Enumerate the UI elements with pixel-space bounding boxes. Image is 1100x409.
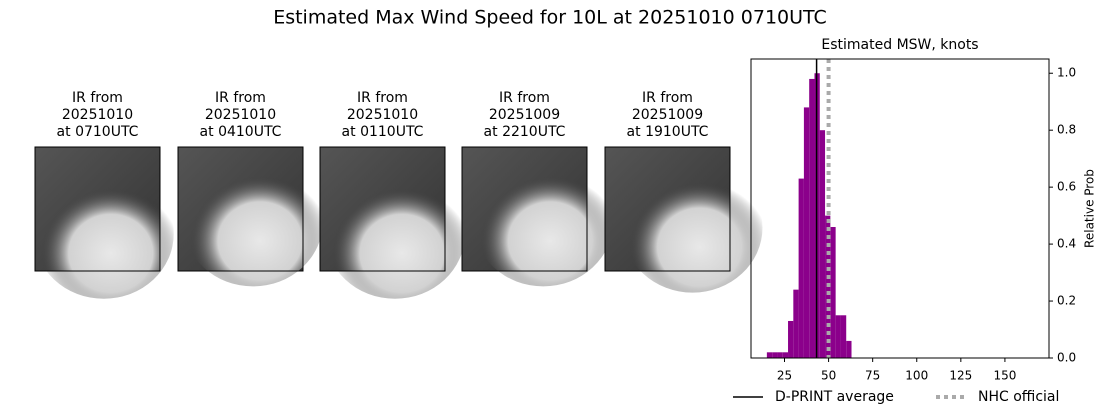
image-caption: IR from [357,90,408,106]
image-caption: at 1910UTC [627,124,709,140]
y-axis-label: Relative Prob [1083,169,1097,248]
legend-label: NHC official [978,389,1059,405]
ir-image [604,146,763,293]
histogram-bar [777,352,783,358]
x-tick-label: 100 [905,369,928,383]
image-caption: at 0710UTC [57,124,139,140]
ir-image [177,146,323,287]
x-tick-label: 25 [777,369,792,383]
image-caption: at 0110UTC [342,124,424,140]
legend-label: D-PRINT average [775,389,894,405]
histogram-bar [846,340,852,358]
image-caption: IR from [642,90,693,106]
histogram-bar [809,78,815,358]
image-caption: at 0410UTC [200,124,282,140]
x-tick-label: 125 [949,369,972,383]
cloud-mass [183,156,323,287]
chart-title: Estimated MSW, knots [821,37,978,53]
y-tick-label: 1.0 [1057,66,1076,80]
x-tick-label: 50 [821,369,836,383]
image-caption: IR from [499,90,550,106]
y-tick-label: 0.4 [1057,237,1076,251]
figure-title: Estimated Max Wind Speed for 10L at 2025… [273,7,827,29]
histogram-bar [830,227,836,358]
histogram-bar [840,315,847,358]
ir-image [319,146,465,299]
histogram-bar [766,352,773,358]
plot-frame [750,58,1050,359]
image-frame [177,146,304,272]
histogram-bar [798,178,804,358]
y-tick-label: 0.6 [1057,180,1076,194]
y-tick-label: 0.8 [1057,123,1076,137]
y-tick-label: 0.2 [1057,294,1076,308]
y-tick-label: 0.0 [1057,351,1076,365]
image-caption: 20251010 [347,107,418,123]
histogram-bar [782,352,789,358]
image-caption: IR from [215,90,266,106]
cloud-mass [622,162,763,293]
histogram-bar [788,320,794,358]
image-caption: 20251009 [632,107,703,123]
image-frame [319,146,446,272]
histogram-bar [803,107,810,359]
image-caption: 20251009 [489,107,560,123]
cloud-mass [325,168,465,299]
ir-image [461,146,614,287]
image-caption: IR from [72,90,123,106]
x-tick-label: 75 [865,369,880,383]
image-frame [34,146,161,272]
image-caption: 20251010 [62,107,133,123]
histogram-bar [835,315,841,358]
cloud-mass [33,168,174,299]
histogram-bar [793,289,799,358]
histogram-bar [819,130,826,358]
x-tick-label: 150 [993,369,1016,383]
cloud-mass [473,156,614,287]
histogram-bar [772,352,778,358]
image-frame [604,146,731,272]
image-caption: at 2210UTC [484,124,566,140]
image-caption: 20251010 [205,107,276,123]
image-frame [461,146,588,272]
ir-image [33,146,174,299]
